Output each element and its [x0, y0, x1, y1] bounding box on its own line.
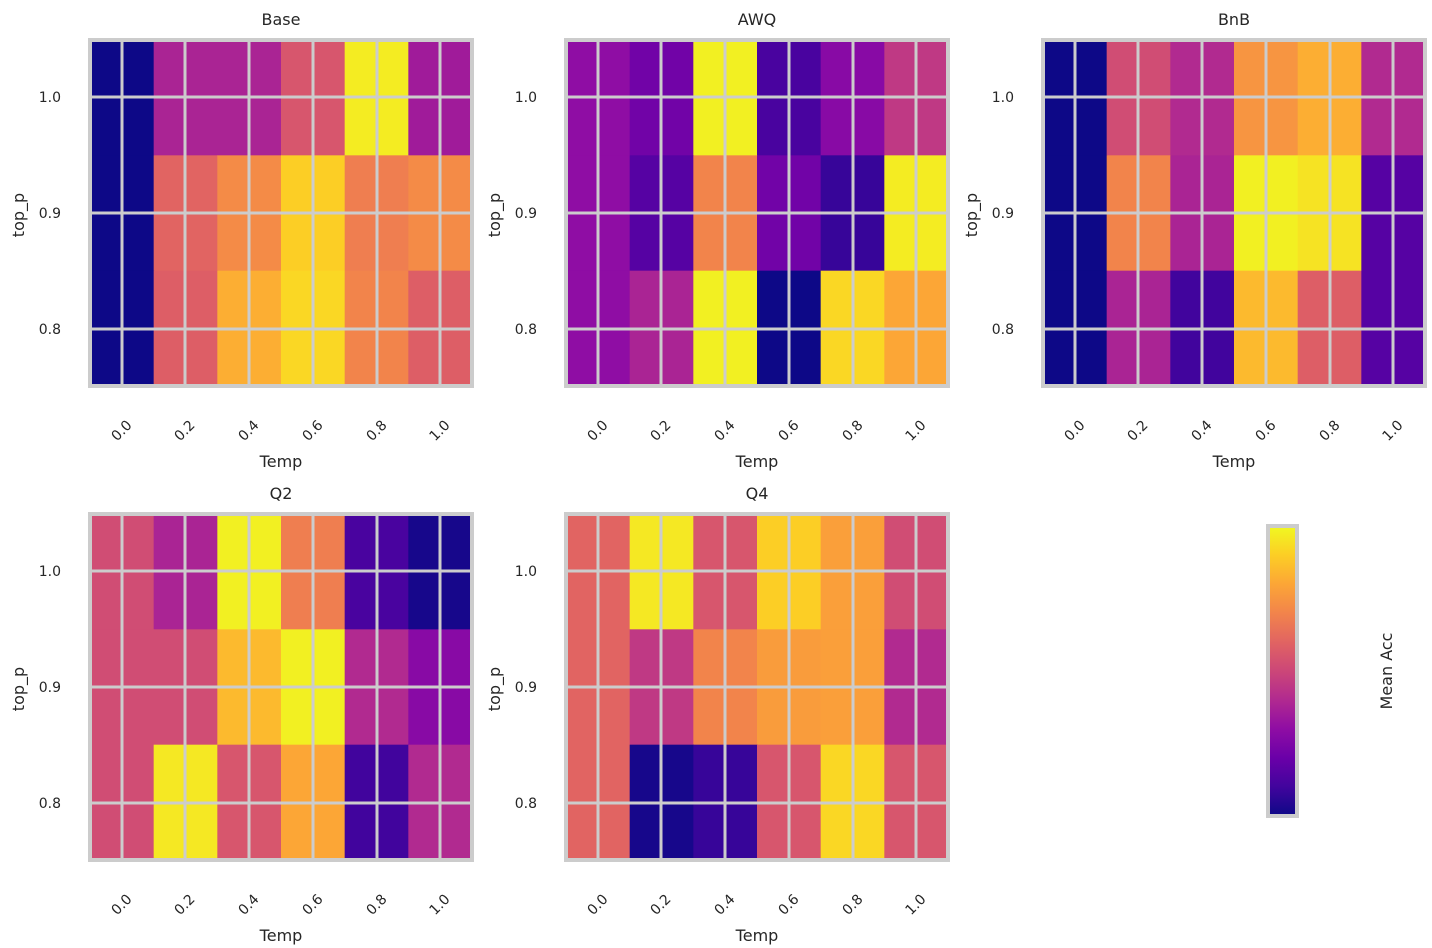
x-axis-label: Temp — [735, 452, 779, 471]
y-tick-label: 1.0 — [39, 564, 61, 580]
plot-frame — [88, 38, 474, 388]
y-axis-label: top_p — [485, 667, 505, 711]
y-tick-label: 1.0 — [39, 90, 61, 106]
x-tick-label: 0.4 — [711, 417, 738, 444]
x-axis-label: Temp — [259, 926, 303, 945]
heatmap-panel-awq: AWQ 1.0 0.9 0.8 0.0 0.2 0.4 0.6 0.8 1.0 Temp top_p — [485, 10, 950, 471]
heatmap-panel-q2: Q2 1.0 0.9 0.8 0.0 0.2 0.4 0.6 0.8 1.0 Temp top_p — [9, 484, 474, 945]
x-tick-label: 0.0 — [584, 891, 611, 918]
x-tick-label: 0.2 — [647, 891, 674, 918]
x-tick-label: 0.2 — [171, 891, 198, 918]
x-tick-label: 0.4 — [711, 891, 738, 918]
y-tick-label: 0.9 — [515, 680, 537, 696]
x-tick-label: 0.4 — [1188, 417, 1215, 444]
heatmap-panel-bnb: BnB 1.0 0.9 0.8 0.0 0.2 0.4 0.6 0.8 1.0 Temp top_p — [962, 10, 1427, 471]
y-tick-label: 0.8 — [39, 322, 61, 338]
panel-title: Q2 — [270, 484, 293, 503]
plot-frame — [564, 38, 950, 388]
x-tick-label: 0.0 — [584, 417, 611, 444]
y-tick-label: 0.9 — [992, 206, 1014, 222]
y-tick-label: 0.9 — [39, 680, 61, 696]
y-axis-label: top_p — [962, 193, 982, 237]
x-tick-label: 0.6 — [299, 417, 326, 444]
x-axis-label: Temp — [259, 452, 303, 471]
x-tick-label: 0.6 — [775, 417, 802, 444]
plot-frame — [564, 512, 950, 862]
y-tick-label: 0.9 — [515, 206, 537, 222]
panel-title: BnB — [1218, 10, 1250, 29]
colorbar-gradient — [1266, 524, 1299, 818]
x-tick-label: 0.0 — [108, 417, 135, 444]
x-tick-label: 1.0 — [426, 891, 453, 918]
y-tick-label: 0.8 — [992, 322, 1014, 338]
plot-frame — [1041, 38, 1427, 388]
plot-frame — [88, 512, 474, 862]
y-tick-label: 1.0 — [992, 90, 1014, 106]
x-tick-label: 0.8 — [1316, 417, 1343, 444]
y-tick-label: 0.8 — [515, 322, 537, 338]
y-axis-label: top_p — [9, 667, 29, 711]
x-tick-label: 0.8 — [839, 417, 866, 444]
x-tick-label: 0.8 — [363, 417, 390, 444]
x-tick-label: 0.4 — [235, 891, 262, 918]
x-axis-label: Temp — [735, 926, 779, 945]
y-tick-label: 0.8 — [39, 796, 61, 812]
x-tick-label: 0.0 — [108, 891, 135, 918]
panel-title: Base — [262, 10, 301, 29]
panel-title: Q4 — [746, 484, 769, 503]
heatmap-panel-q4: Q4 1.0 0.9 0.8 0.0 0.2 0.4 0.6 0.8 1.0 Temp top_p — [485, 484, 950, 945]
x-axis-label: Temp — [1212, 452, 1256, 471]
colorbar-label: Mean Acc — [1377, 633, 1396, 710]
y-tick-label: 0.8 — [515, 796, 537, 812]
x-tick-label: 0.2 — [647, 417, 674, 444]
colorbar: Mean Acc — [1266, 524, 1396, 818]
y-tick-label: 0.9 — [39, 206, 61, 222]
x-tick-label: 0.0 — [1061, 417, 1088, 444]
y-tick-label: 1.0 — [515, 90, 537, 106]
y-axis-label: top_p — [485, 193, 505, 237]
x-tick-label: 1.0 — [902, 417, 929, 444]
x-tick-label: 0.8 — [363, 891, 390, 918]
x-tick-label: 0.6 — [299, 891, 326, 918]
y-axis-label: top_p — [9, 193, 29, 237]
heatmap-panel-base: Base 1.0 0.9 0.8 0.0 0.2 0.4 0.6 0.8 1.0 Temp top_p — [9, 10, 474, 471]
x-tick-label: 0.4 — [235, 417, 262, 444]
x-tick-label: 0.2 — [1124, 417, 1151, 444]
panel-title: AWQ — [738, 10, 776, 29]
x-tick-label: 1.0 — [426, 417, 453, 444]
y-tick-label: 1.0 — [515, 564, 537, 580]
x-tick-label: 0.6 — [1252, 417, 1279, 444]
x-tick-label: 0.8 — [839, 891, 866, 918]
x-tick-label: 0.2 — [171, 417, 198, 444]
x-tick-label: 0.6 — [775, 891, 802, 918]
x-tick-label: 1.0 — [1379, 417, 1406, 444]
x-tick-label: 1.0 — [902, 891, 929, 918]
